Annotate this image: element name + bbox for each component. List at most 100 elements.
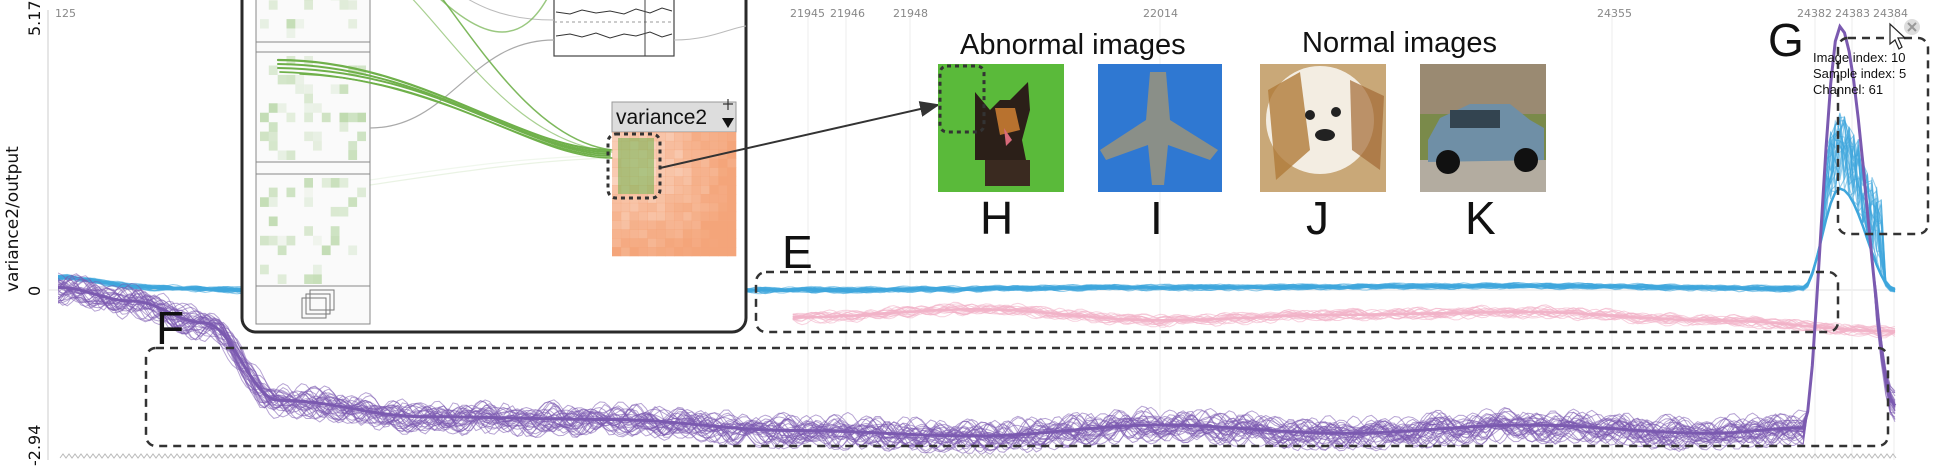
heatmap-mid bbox=[260, 56, 366, 160]
image-i-airplane[interactable] bbox=[1098, 64, 1222, 192]
connection-arrow bbox=[659, 101, 940, 169]
activation-cell bbox=[691, 238, 701, 248]
x-tick-label: 24355 bbox=[1597, 7, 1632, 20]
image-h-dog[interactable] bbox=[938, 64, 1064, 192]
activation-cell bbox=[709, 247, 719, 257]
activation-cell bbox=[718, 140, 728, 151]
image-j-dog[interactable] bbox=[1260, 64, 1386, 192]
label-k: K bbox=[1465, 192, 1496, 244]
heatmap-cell bbox=[304, 187, 313, 198]
activation-cell bbox=[656, 176, 666, 186]
series-line-main bbox=[792, 308, 1895, 333]
activation-cell bbox=[674, 202, 684, 213]
activation-cell bbox=[682, 238, 693, 248]
activation-cell bbox=[682, 132, 693, 142]
heatmap-cell bbox=[348, 0, 358, 10]
activation-cell bbox=[727, 238, 737, 248]
activation-cell bbox=[682, 220, 693, 230]
network-inset-panel: variance2 bbox=[240, 0, 940, 334]
activation-cell bbox=[656, 158, 666, 168]
y-tick-label-top: 5.17 bbox=[25, 0, 44, 36]
activation-cell bbox=[700, 211, 710, 221]
activation-cell bbox=[691, 158, 701, 168]
activation-cell bbox=[656, 202, 666, 213]
activation-cell bbox=[700, 167, 710, 177]
image-k-car[interactable] bbox=[1420, 64, 1546, 192]
mini-line-chart bbox=[553, 0, 675, 57]
tooltip-line-3: Channel: 61 bbox=[1813, 82, 1883, 97]
activation-cell bbox=[647, 202, 657, 213]
heatmap-cell bbox=[304, 274, 313, 284]
activation-cell bbox=[665, 185, 675, 195]
activation-cell bbox=[612, 220, 622, 230]
tooltip: Image index: 10 Sample index: 5 Channel:… bbox=[1813, 50, 1906, 97]
heatmap-cell bbox=[286, 112, 296, 123]
heatmap-cell bbox=[304, 178, 313, 188]
activation-cell bbox=[700, 247, 710, 257]
heatmap-cell bbox=[304, 0, 313, 10]
heatmap-cell bbox=[268, 216, 278, 227]
activation-cell bbox=[718, 238, 728, 248]
activation-cell bbox=[700, 185, 710, 195]
activation-cell bbox=[709, 229, 719, 239]
heatmap-cell bbox=[304, 93, 313, 104]
series-line bbox=[58, 25, 1896, 444]
x-tick-label: 21945 bbox=[790, 7, 825, 20]
heatmap-cell bbox=[286, 235, 296, 246]
activation-cell bbox=[638, 247, 648, 257]
close-icon[interactable] bbox=[1904, 19, 1920, 35]
heatmap-cell bbox=[304, 197, 313, 207]
heatmap-cell bbox=[286, 74, 296, 85]
activation-cell bbox=[691, 247, 701, 257]
activation-cell bbox=[691, 211, 701, 221]
activation-cell bbox=[638, 202, 648, 213]
heatmap-cell bbox=[260, 112, 269, 123]
activation-cell bbox=[647, 238, 657, 248]
activation-cell bbox=[682, 211, 693, 221]
activation-cell bbox=[727, 194, 737, 204]
activation-cell bbox=[620, 132, 631, 142]
activation-cell bbox=[612, 211, 622, 221]
series-line bbox=[792, 303, 1896, 337]
heatmap-cell bbox=[348, 197, 358, 207]
activation-cell bbox=[727, 176, 737, 186]
heatmap-cell bbox=[313, 264, 322, 275]
heatmap-cell bbox=[330, 178, 340, 188]
activation-cell bbox=[709, 167, 719, 177]
heatmap-top bbox=[260, 0, 358, 38]
node-menu-icon bbox=[722, 118, 734, 128]
activation-cell bbox=[709, 149, 719, 159]
activation-cell bbox=[709, 202, 719, 213]
activation-cell bbox=[665, 149, 675, 159]
heatmap-cell bbox=[268, 65, 278, 75]
activation-cell bbox=[656, 220, 666, 230]
activation-cell bbox=[612, 185, 622, 195]
activation-cell bbox=[620, 238, 631, 248]
activation-cell bbox=[700, 132, 710, 142]
activation-cell bbox=[691, 132, 701, 142]
activation-cell bbox=[612, 238, 622, 248]
activation-cell bbox=[682, 158, 693, 168]
heatmap-cell bbox=[295, 84, 305, 94]
activation-cell bbox=[638, 194, 648, 204]
heatmap-cell bbox=[268, 0, 278, 10]
activation-cell bbox=[674, 167, 684, 177]
activation-cell bbox=[718, 132, 728, 142]
activation-cell bbox=[691, 167, 701, 177]
normal-images-title: Normal images bbox=[1302, 27, 1497, 59]
activation-cell bbox=[682, 140, 693, 151]
heatmap-cell bbox=[339, 122, 349, 132]
activation-cell bbox=[700, 238, 710, 248]
activation-cell bbox=[647, 211, 657, 221]
activation-cell bbox=[727, 185, 737, 195]
activation-cell bbox=[665, 158, 675, 168]
heatmap-cell bbox=[277, 235, 287, 246]
heatmap-cell bbox=[260, 264, 269, 275]
heatmap-cell bbox=[295, 74, 305, 85]
x-tick-label: 24382 bbox=[1797, 7, 1832, 20]
label-h: H bbox=[980, 192, 1013, 244]
activation-highlight bbox=[618, 138, 654, 194]
series-line bbox=[58, 25, 1896, 450]
activation-cell bbox=[647, 247, 657, 257]
heatmap-cell bbox=[268, 141, 278, 151]
